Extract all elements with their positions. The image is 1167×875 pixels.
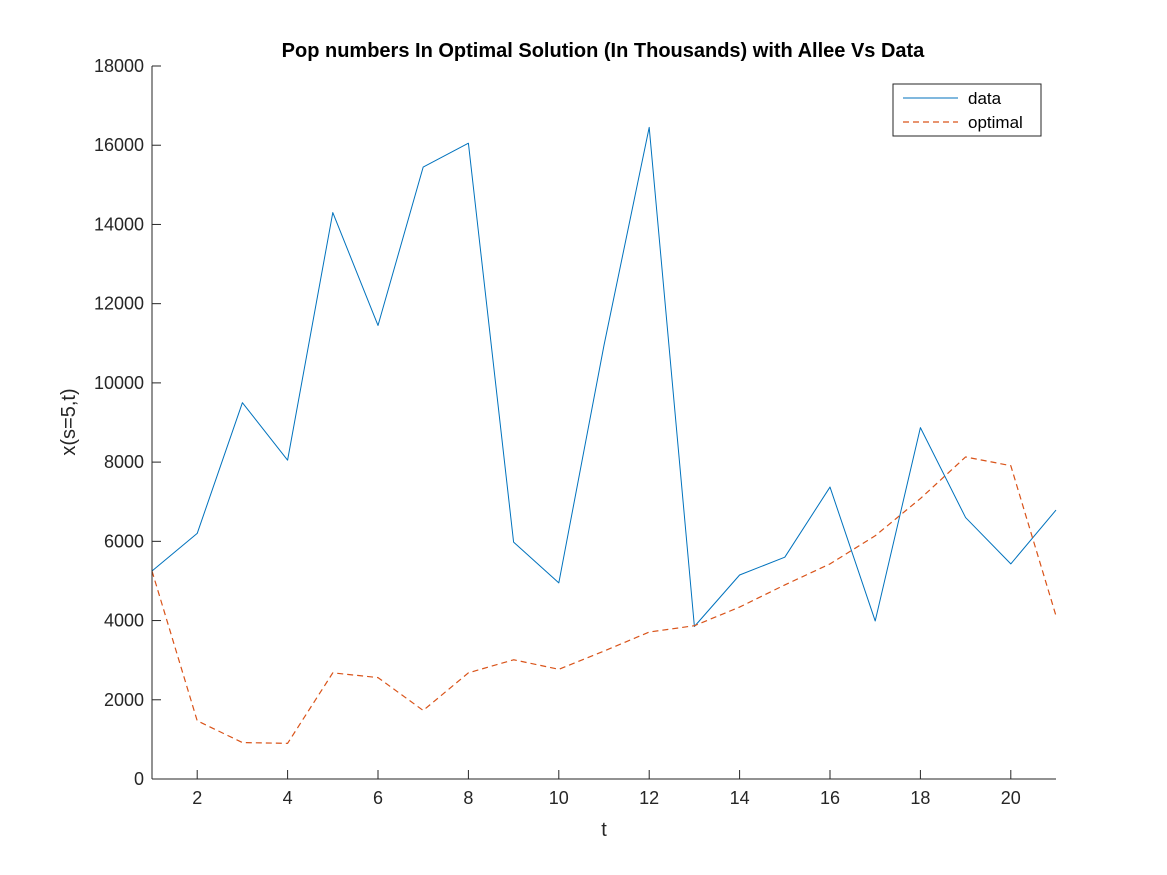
x-tick-label: 12: [639, 788, 659, 808]
x-tick-label: 6: [373, 788, 383, 808]
series-line-optimal: [151, 456, 1057, 744]
x-tick-label: 16: [820, 788, 840, 808]
legend-label-optimal: optimal: [968, 113, 1023, 132]
x-tick-label: 4: [283, 788, 293, 808]
y-tick-label: 0: [134, 769, 144, 789]
y-tick-label: 2000: [104, 690, 144, 710]
x-tick-label: 14: [730, 788, 750, 808]
chart-title: Pop numbers In Optimal Solution (In Thou…: [282, 40, 926, 62]
y-tick-label: 8000: [104, 452, 144, 472]
x-tick-label: 10: [549, 788, 569, 808]
y-axis-label: x(s=5,t): [58, 388, 80, 455]
x-tick-label: 2: [192, 788, 202, 808]
series-layer: [151, 126, 1057, 744]
y-tick-label: 14000: [94, 214, 144, 234]
legend-label-data: data: [968, 89, 1002, 108]
y-tick-label: 12000: [94, 294, 144, 314]
x-tick-label: 18: [910, 788, 930, 808]
y-tick-label: 18000: [94, 56, 144, 76]
plot-background: [152, 66, 1056, 779]
x-ticks: 2 4 6 8 10 12 14 16 18 20: [192, 770, 1021, 808]
y-tick-label: 10000: [94, 373, 144, 393]
legend: data optimal: [892, 83, 1042, 137]
legend-box: [892, 83, 1042, 137]
plot-area: 2 4 6 8 10 12 14 16 18 20 0 2000 4000 6000 8000 10000 1…: [94, 56, 1057, 808]
y-tick-label: 6000: [104, 531, 144, 551]
x-tick-label: 8: [463, 788, 473, 808]
y-ticks: 0 2000 4000 6000 8000 10000 12000 14000 16000 180…: [94, 56, 161, 789]
y-tick-label: 4000: [104, 611, 144, 631]
series-line-data: [151, 126, 1057, 627]
x-tick-label: 20: [1001, 788, 1021, 808]
x-axis-label: t: [601, 819, 607, 841]
y-tick-label: 16000: [94, 135, 144, 155]
